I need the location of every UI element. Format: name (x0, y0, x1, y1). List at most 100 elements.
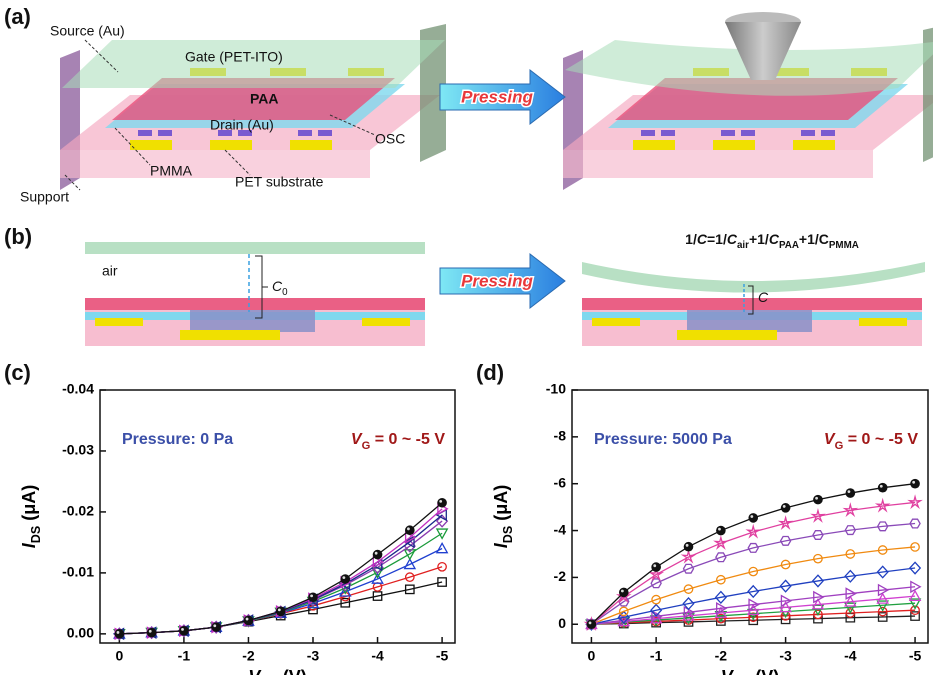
figure: (a) Source (Au) Gate (PET-ITO) PAA Drain… (0, 0, 933, 675)
text-piece: G (835, 440, 844, 452)
marker (115, 629, 125, 639)
text-piece: V (721, 667, 735, 675)
x-tick-label: 0 (588, 648, 596, 664)
plot-frame (100, 390, 455, 643)
annotation: Pressure: 5000 Pa (594, 431, 732, 448)
marker (244, 616, 254, 626)
text-piece: 0 (282, 287, 288, 298)
panel-label: (b) (4, 224, 32, 249)
text-piece: PAA (779, 240, 799, 251)
text-piece: 1/ (685, 231, 697, 247)
marker-highlight (718, 528, 721, 531)
annotation: VG = 0 ~ -5 V (351, 431, 445, 452)
annotation: Pressure: 0 Pa (122, 431, 233, 448)
arrow-label: Pressing (461, 271, 533, 290)
marker (587, 619, 597, 629)
y-tick-label: 0 (558, 615, 566, 631)
marker-highlight (880, 485, 883, 488)
label-c0: C0 (272, 278, 288, 298)
x-tick-label: 0 (115, 648, 123, 664)
x-tick-label: -2 (715, 648, 728, 664)
marker-highlight (375, 552, 378, 555)
marker-highlight (750, 515, 753, 518)
marker-highlight (783, 505, 786, 508)
x-tick-label: -5 (436, 648, 449, 664)
marker (846, 488, 856, 498)
x-tick-label: -1 (178, 648, 191, 664)
marker-highlight (686, 544, 689, 547)
text-piece: = 0 ~ -5 V (843, 431, 918, 448)
y-tick-label: -8 (554, 428, 567, 444)
x-tick-label: -3 (307, 648, 320, 664)
text-piece: (V) (750, 667, 779, 675)
label-drain: Drain (Au) (210, 117, 274, 133)
marker-highlight (310, 594, 313, 597)
marker (437, 498, 447, 508)
marker-highlight (246, 618, 249, 621)
gate-layer (85, 242, 425, 254)
series-line (591, 484, 915, 625)
marker (684, 542, 694, 552)
marker (147, 628, 157, 638)
label-gate: Gate (PET-ITO) (185, 49, 283, 65)
marker (276, 606, 286, 616)
marker-highlight (181, 628, 184, 631)
marker (910, 479, 920, 489)
marker-highlight (278, 608, 281, 611)
x-tick-label: -5 (909, 648, 922, 664)
y-tick-label: -6 (554, 474, 567, 490)
y-tick-label: -0.02 (62, 503, 94, 519)
x-tick-label: -4 (371, 648, 384, 664)
marker (340, 574, 350, 584)
text-piece: (μA) (19, 485, 39, 526)
label-c: C (758, 289, 769, 305)
y-tick-label: -0.01 (62, 564, 94, 580)
marker (179, 626, 189, 636)
text-piece: DS (501, 526, 515, 544)
label-air: air (102, 263, 118, 279)
text-piece: +1/ (749, 231, 769, 247)
marker-highlight (848, 490, 851, 493)
y-axis-label: IDS (μA) (491, 485, 516, 549)
y-tick-label: -4 (554, 521, 567, 537)
label-paa: PAA (250, 91, 279, 107)
marker-highlight (149, 630, 152, 633)
marker (619, 588, 629, 598)
text-piece: (V) (278, 667, 307, 675)
x-axis-label: VDS (V) (721, 667, 780, 675)
arrow-label: Pressing (461, 87, 533, 106)
text-piece: = 0 ~ -5 V (370, 431, 445, 448)
text-piece: Pressure: 5000 Pa (594, 431, 732, 448)
marker-highlight (407, 527, 410, 530)
marker (781, 503, 791, 513)
label-osc: OSC (375, 131, 405, 147)
text-piece: =1/ (707, 231, 727, 247)
equation: 1/C=1/Cair+1/CPAA+1/CPMMA (685, 231, 859, 251)
marker-highlight (589, 621, 592, 624)
marker (716, 526, 726, 536)
y-tick-label: -10 (546, 381, 566, 397)
label-substrate: PET substrate (235, 174, 324, 190)
text-piece: (μA) (491, 485, 511, 526)
text-piece: PMMA (829, 240, 859, 251)
marker (405, 525, 415, 535)
marker (308, 592, 318, 602)
marker (437, 543, 447, 552)
y-tick-label: -0.03 (62, 442, 94, 458)
x-tick-label: -4 (844, 648, 857, 664)
marker-highlight (213, 624, 216, 627)
marker-highlight (815, 497, 818, 500)
x-tick-label: -2 (242, 648, 255, 664)
y-axis-label: IDS (μA) (19, 485, 44, 549)
x-axis-label: VDS (V) (248, 667, 307, 675)
marker (373, 550, 383, 560)
marker-highlight (439, 500, 442, 503)
label-source: Source (Au) (50, 23, 125, 39)
text-piece: DS (29, 526, 43, 544)
marker-highlight (653, 564, 656, 567)
marker (813, 495, 823, 505)
cross-section (85, 298, 425, 346)
text-piece: G (362, 440, 371, 452)
x-tick-label: -3 (779, 648, 792, 664)
marker (211, 622, 221, 632)
